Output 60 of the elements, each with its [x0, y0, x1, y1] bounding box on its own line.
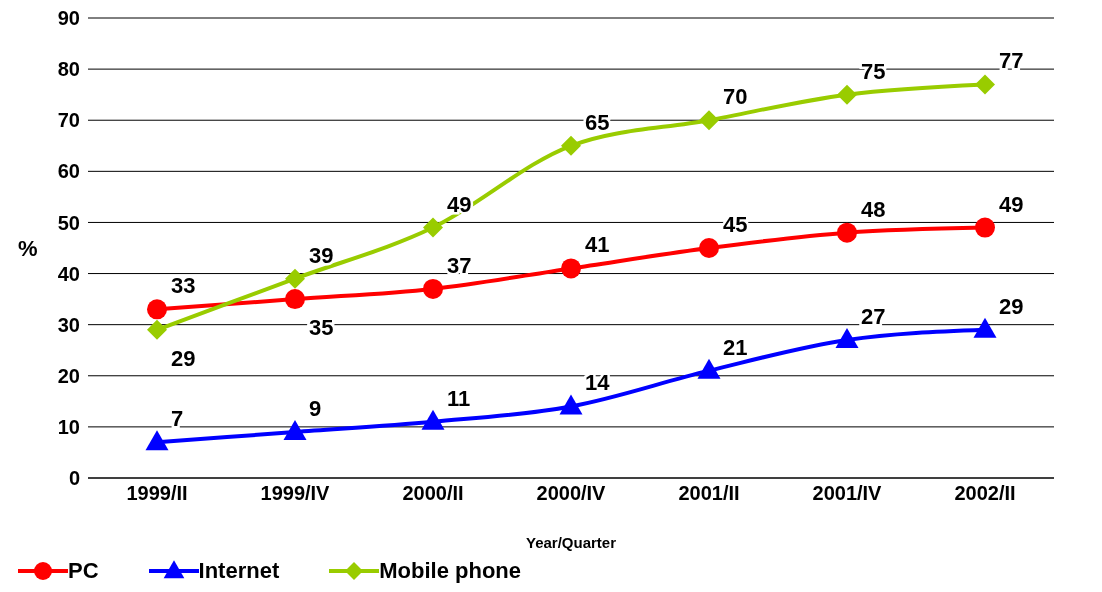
y-tick-label: 70 [57, 109, 80, 132]
point [421, 409, 445, 430]
data-label: 48 [861, 196, 886, 222]
x-tick-label: 2000/II [402, 482, 464, 505]
point [699, 110, 719, 131]
data-label: 14 [585, 370, 611, 396]
x-axis-title: Year/Quarter [525, 534, 617, 551]
data-label: 7 [171, 406, 184, 432]
data-label: 41 [585, 232, 610, 258]
x-tick-label: 1999/IV [260, 482, 331, 505]
point [697, 358, 721, 379]
data-label: 70 [723, 84, 748, 110]
x-tick-label: 2001/IV [812, 482, 883, 505]
x-tick-label: 1999/II [126, 482, 188, 505]
y-tick-label: 10 [57, 415, 80, 438]
y-tick-label: 30 [57, 313, 80, 336]
data-label: 33 [171, 273, 196, 299]
legend-label: Mobile phone [379, 558, 522, 584]
y-tick-label: 50 [57, 211, 80, 234]
data-label: 29 [171, 345, 196, 371]
point [147, 299, 167, 320]
y-tick-label: 80 [57, 58, 80, 81]
point [423, 217, 443, 238]
data-label: 39 [309, 242, 334, 268]
data-label: 11 [447, 385, 471, 411]
point [699, 238, 719, 258]
y-tick-label: 90 [57, 7, 80, 30]
point [835, 328, 859, 348]
data-label: 77 [999, 48, 1024, 74]
point [973, 317, 997, 338]
x-tick-label: 2001/II [678, 482, 740, 505]
y-tick-label: 20 [57, 364, 80, 387]
point [285, 268, 305, 289]
point [145, 430, 169, 451]
y-tick-label: 40 [57, 262, 80, 285]
y-axis-title: % [18, 235, 38, 261]
point [559, 394, 583, 415]
x-tick-label: 2002/II [954, 482, 1016, 505]
y-tick-label: 0 [68, 467, 80, 490]
data-label: 49 [447, 191, 472, 217]
point [561, 258, 581, 279]
point [283, 420, 307, 440]
x-tick-label: 2000/IV [536, 482, 607, 505]
point [837, 84, 857, 105]
data-label: 27 [861, 304, 886, 329]
y-tick-label: 60 [57, 160, 80, 183]
data-label: 37 [447, 252, 472, 278]
point [975, 217, 995, 238]
point [147, 319, 167, 340]
point [285, 289, 305, 310]
data-label: 21 [723, 334, 748, 360]
legend-label: Internet [198, 558, 280, 584]
point [837, 222, 857, 243]
legend-label: PC [68, 558, 99, 584]
point [561, 135, 581, 156]
data-label: 9 [309, 396, 322, 421]
data-label: 29 [999, 293, 1024, 319]
data-label: 49 [999, 191, 1024, 217]
point [423, 278, 443, 299]
point [975, 74, 995, 95]
